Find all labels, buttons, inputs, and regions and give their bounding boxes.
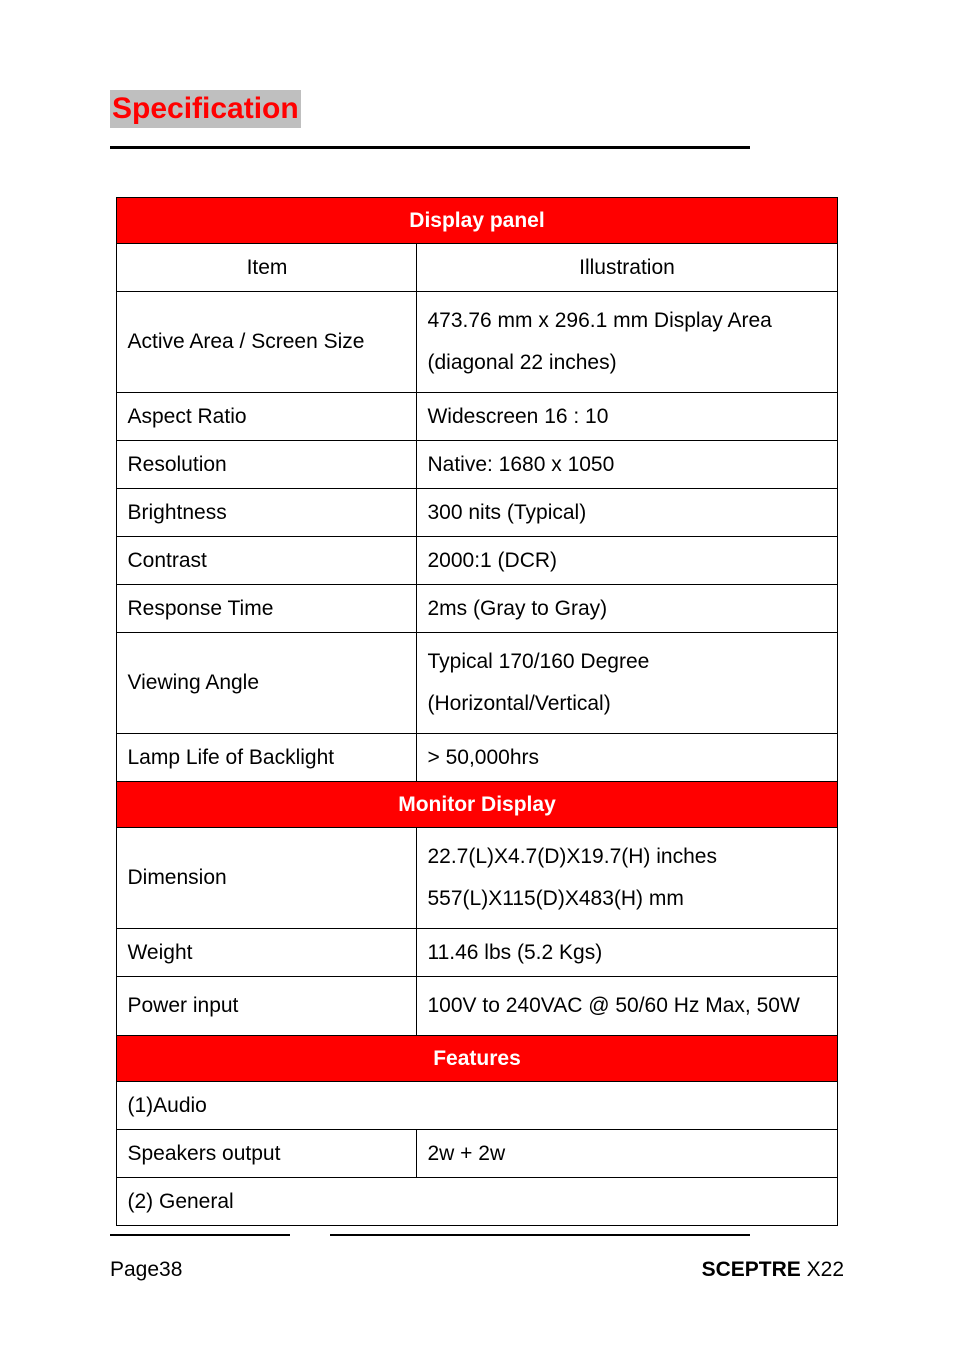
row-value: 11.46 lbs (5.2 Kgs) <box>417 929 837 977</box>
page-title: Specification <box>110 90 301 128</box>
row-label: Contrast <box>117 537 417 585</box>
table-row-full: (2) General <box>117 1178 837 1226</box>
title-rule <box>110 146 750 149</box>
page-number: Page38 <box>110 1258 182 1282</box>
row-value: Widescreen 16 : 10 <box>417 393 837 441</box>
table-row: Brightness300 nits (Typical) <box>117 489 837 537</box>
brand-name: SCEPTRE <box>702 1258 801 1281</box>
table-row: Power input100V to 240VAC @ 50/60 Hz Max… <box>117 977 837 1036</box>
table-row: Lamp Life of Backlight> 50,000hrs <box>117 734 837 782</box>
row-full-cell: (1)Audio <box>117 1082 837 1130</box>
row-value: 22.7(L)X4.7(D)X19.7(H) inches 557(L)X115… <box>417 828 837 929</box>
row-label: Resolution <box>117 441 417 489</box>
footer-brand-model: SCEPTRE X22 <box>702 1258 844 1282</box>
head-illustration: Illustration <box>417 244 837 292</box>
row-label: Active Area / Screen Size <box>117 292 417 393</box>
row-label: Power input <box>117 977 417 1036</box>
table-row: Weight11.46 lbs (5.2 Kgs) <box>117 929 837 977</box>
row-value: 300 nits (Typical) <box>417 489 837 537</box>
section-display-panel-cell: Display panel <box>117 198 837 244</box>
page-footer: Page38 SCEPTRE X22 <box>110 1234 844 1282</box>
model-name: X22 <box>801 1258 844 1281</box>
row-value: 473.76 mm x 296.1 mm Display Area (diago… <box>417 292 837 393</box>
row-label: Viewing Angle <box>117 633 417 734</box>
row-value: 100V to 240VAC @ 50/60 Hz Max, 50W <box>417 977 837 1036</box>
head-item: Item <box>117 244 417 292</box>
table-row: Active Area / Screen Size473.76 mm x 296… <box>117 292 837 393</box>
row-value: 2w + 2w <box>417 1130 837 1178</box>
row-label: Aspect Ratio <box>117 393 417 441</box>
row-full-cell: (2) General <box>117 1178 837 1226</box>
row-label: Speakers output <box>117 1130 417 1178</box>
table-row: Aspect RatioWidescreen 16 : 10 <box>117 393 837 441</box>
section-display-panel: Display panel <box>117 198 837 244</box>
footer-rules <box>110 1234 844 1252</box>
table-row: Contrast2000:1 (DCR) <box>117 537 837 585</box>
row-label: Lamp Life of Backlight <box>117 734 417 782</box>
table-row: ResolutionNative: 1680 x 1050 <box>117 441 837 489</box>
row-value: 2ms (Gray to Gray) <box>417 585 837 633</box>
section-features-cell: Features <box>117 1036 837 1082</box>
table-row: Speakers output2w + 2w <box>117 1130 837 1178</box>
row-value: > 50,000hrs <box>417 734 837 782</box>
table-row: Viewing AngleTypical 170/160 Degree (Hor… <box>117 633 837 734</box>
table-head-row: ItemIllustration <box>117 244 837 292</box>
table-row-full: (1)Audio <box>117 1082 837 1130</box>
specification-table: Display panelItemIllustrationActive Area… <box>116 197 837 1226</box>
section-features: Features <box>117 1036 837 1082</box>
table-row: Response Time2ms (Gray to Gray) <box>117 585 837 633</box>
row-value: Typical 170/160 Degree (Horizontal/Verti… <box>417 633 837 734</box>
row-label: Weight <box>117 929 417 977</box>
row-value: 2000:1 (DCR) <box>417 537 837 585</box>
row-label: Response Time <box>117 585 417 633</box>
row-label: Brightness <box>117 489 417 537</box>
page-content: Specification Display panelItemIllustrat… <box>0 0 954 1226</box>
row-label: Dimension <box>117 828 417 929</box>
section-monitor-display-cell: Monitor Display <box>117 782 837 828</box>
section-monitor-display: Monitor Display <box>117 782 837 828</box>
row-value: Native: 1680 x 1050 <box>417 441 837 489</box>
table-row: Dimension22.7(L)X4.7(D)X19.7(H) inches 5… <box>117 828 837 929</box>
